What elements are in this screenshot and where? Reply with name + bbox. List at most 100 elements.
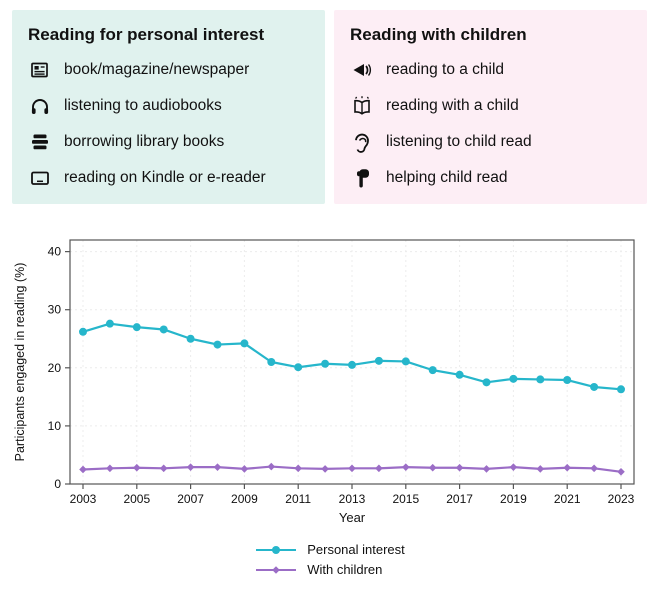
marker-diamond (320, 465, 329, 473)
panel-title-personal-interest: Reading for personal interest (28, 25, 265, 44)
legend-label: With children (307, 562, 383, 577)
marker-diamond (105, 464, 114, 473)
legend-label: Personal interest (307, 542, 405, 557)
marker-circle (347, 360, 356, 369)
y-axis-label: Participants engaged in reading (%) (13, 263, 27, 462)
marker-diamond (267, 462, 275, 471)
list-item: listening to child read (350, 130, 633, 154)
list-item: helping child read (350, 166, 633, 190)
x-tick-label: 2023 (607, 492, 634, 506)
marker-circle (562, 376, 571, 385)
x-tick-label: 2017 (446, 492, 473, 506)
list-item: reading on Kindle or e-reader (28, 166, 311, 190)
reading-aloud-icon (350, 58, 374, 82)
chart-legend: Personal interest With children (254, 542, 405, 577)
pointing-hand-icon (350, 166, 374, 190)
x-tick-label: 2005 (123, 492, 150, 506)
marker-circle (589, 382, 598, 391)
x-tick-label: 2011 (285, 492, 311, 506)
item-label: reading with a child (386, 97, 519, 114)
list-item: reading with a child (350, 94, 633, 118)
marker-diamond (509, 463, 517, 471)
with-children-list: reading to a child reading with a child (350, 58, 633, 190)
marker-circle (616, 385, 625, 394)
marker-circle (374, 356, 383, 365)
x-tick-label: 2013 (338, 492, 365, 506)
ereader-icon (28, 166, 52, 190)
marker-circle (293, 363, 302, 372)
marker-diamond (589, 464, 598, 473)
list-item: book/magazine/newspaper (28, 58, 311, 82)
y-tick-label: 0 (54, 477, 61, 491)
list-item: borrowing library books (28, 130, 311, 154)
marker-circle (428, 366, 437, 375)
chart: 0 10 20 30 40 2003 2005 2007 2009 2011 2013 2015 201… (0, 228, 659, 577)
marker-diamond (213, 463, 221, 471)
marker-circle (508, 374, 517, 383)
marker-circle (239, 339, 248, 348)
panel-title-with-children: Reading with children (350, 25, 527, 44)
marker-circle (186, 334, 195, 343)
item-label: reading to a child (386, 61, 505, 78)
legend-swatch (256, 545, 297, 554)
x-tick-label: 2003 (69, 492, 96, 506)
headphones-icon (28, 94, 52, 118)
x-tick-label: 2015 (392, 492, 419, 506)
marker-circle (78, 327, 87, 336)
x-tick-label: 2007 (177, 492, 204, 506)
list-item: listening to audiobooks (28, 94, 311, 118)
library-books-icon (28, 130, 52, 154)
marker-circle (320, 359, 329, 368)
item-label: helping child read (386, 169, 508, 186)
marker-circle (266, 358, 275, 366)
marker-circle (105, 319, 114, 328)
marker-diamond (293, 464, 302, 473)
marker-diamond (374, 464, 383, 473)
panel-with-children: Reading with children reading to a child (334, 10, 647, 204)
y-tick-label: 30 (47, 303, 61, 317)
marker-circle (535, 375, 544, 384)
page: Reading for personal interest book/magaz… (0, 0, 659, 577)
marker-diamond (186, 463, 194, 471)
open-book-icon (350, 94, 374, 118)
marker-diamond (159, 464, 167, 473)
marker-diamond (132, 463, 141, 472)
marker-circle (401, 357, 410, 366)
item-label: listening to audiobooks (64, 97, 222, 114)
marker-diamond (78, 465, 87, 474)
x-axis-label: Year (338, 510, 365, 525)
x-tick-label: 2009 (231, 492, 258, 506)
marker-circle (455, 370, 464, 379)
marker-circle (159, 325, 168, 334)
item-label: borrowing library books (64, 133, 225, 150)
marker-diamond (536, 465, 544, 473)
item-label: book/magazine/newspaper (64, 61, 250, 78)
icon-legend-panels: Reading for personal interest book/magaz… (0, 0, 659, 204)
legend-item-with-children: With children (254, 562, 382, 577)
marker-diamond (240, 465, 248, 473)
marker-diamond (401, 463, 410, 471)
marker-diamond (616, 468, 625, 476)
legend-item-personal-interest: Personal interest (254, 542, 405, 557)
marker-circle (213, 340, 221, 349)
marker-diamond (347, 464, 356, 473)
personal-interest-list: book/magazine/newspaper listening to aud… (28, 58, 311, 190)
y-tick-label: 40 (47, 245, 61, 259)
marker-diamond (455, 463, 463, 472)
marker-circle (132, 323, 141, 332)
marker-diamond (562, 463, 571, 472)
legend-swatch (256, 565, 297, 574)
item-label: reading on Kindle or e-reader (64, 169, 266, 186)
y-tick-label: 10 (47, 419, 61, 433)
x-tick-label: 2019 (500, 492, 527, 506)
newspaper-icon (28, 58, 52, 82)
line-chart-canvas: 0 10 20 30 40 2003 2005 2007 2009 2011 2013 2015 201… (13, 239, 634, 525)
list-item: reading to a child (350, 58, 633, 82)
item-label: listening to child read (386, 133, 532, 150)
ear-icon (350, 130, 374, 154)
marker-circle (482, 378, 490, 387)
marker-diamond (428, 463, 436, 472)
y-tick-label: 20 (47, 361, 61, 375)
panel-personal-interest: Reading for personal interest book/magaz… (12, 10, 325, 204)
marker-diamond (482, 465, 490, 473)
